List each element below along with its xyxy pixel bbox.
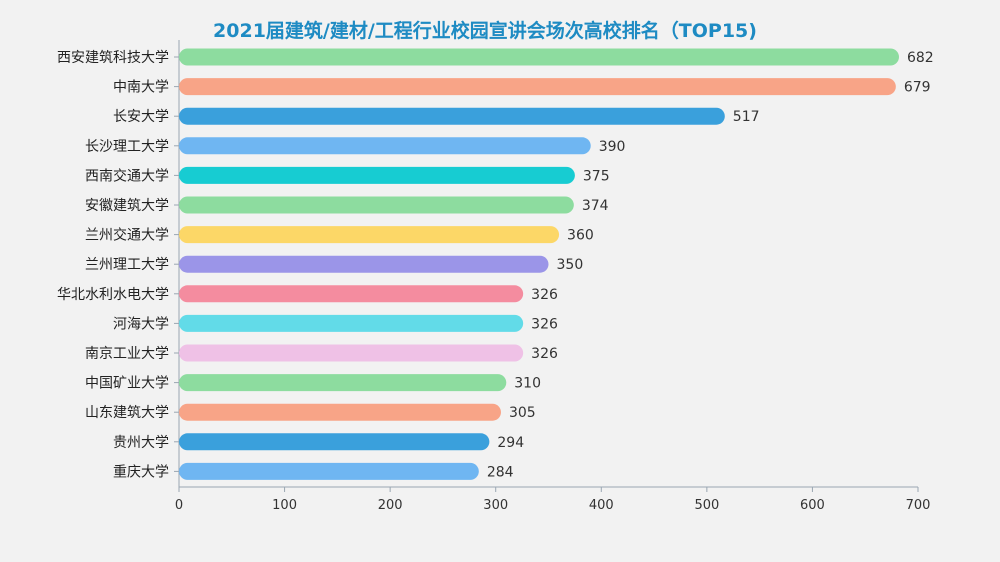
category-label: 重庆大学	[113, 464, 169, 480]
category-label: 山东建筑大学	[85, 405, 169, 421]
value-label: 375	[583, 168, 610, 184]
bar	[179, 374, 507, 392]
value-label: 326	[531, 346, 558, 362]
bar	[179, 433, 490, 451]
bar	[179, 137, 591, 155]
bar	[179, 314, 524, 332]
x-tick-label: 100	[272, 498, 297, 513]
value-label: 517	[733, 109, 760, 125]
category-label: 西南交通大学	[85, 167, 169, 184]
value-label: 326	[531, 316, 558, 332]
category-label: 长安大学	[113, 109, 169, 125]
bar	[179, 403, 501, 421]
bar	[179, 226, 560, 244]
category-label: 中国矿业大学	[85, 376, 169, 392]
bar	[179, 48, 899, 66]
bar	[179, 344, 524, 362]
category-label: 中南大学	[113, 80, 169, 96]
value-label: 305	[509, 405, 536, 421]
value-label: 294	[497, 435, 524, 451]
value-label: 682	[907, 50, 934, 66]
bar	[179, 166, 575, 184]
value-label: 360	[567, 228, 594, 244]
category-label: 河海大学	[113, 316, 169, 332]
chart-title: 2021届建筑/建材/工程行业校园宣讲会场次高校排名（TOP15)	[213, 20, 757, 42]
category-label: 长沙理工大学	[85, 139, 169, 155]
value-label: 390	[599, 139, 626, 155]
value-label: 310	[514, 376, 541, 392]
value-label: 284	[487, 464, 514, 480]
x-tick-label: 500	[694, 498, 719, 513]
x-tick-label: 400	[589, 498, 614, 513]
value-label: 374	[582, 198, 609, 214]
category-label: 兰州理工大学	[85, 257, 169, 273]
x-tick-label: 300	[483, 498, 508, 513]
value-label: 350	[557, 257, 584, 273]
category-label: 兰州交通大学	[85, 227, 169, 244]
category-label: 安徽建筑大学	[85, 198, 169, 214]
category-label: 华北水利水电大学	[57, 287, 169, 303]
x-tick-label: 0	[175, 498, 183, 513]
bar	[179, 255, 549, 273]
x-tick-label: 600	[800, 498, 825, 513]
value-label: 326	[531, 287, 558, 303]
bar	[179, 462, 479, 480]
category-label: 贵州大学	[113, 435, 169, 451]
x-tick-label: 700	[906, 498, 931, 513]
category-label: 西安建筑科技大学	[57, 50, 169, 66]
bar	[179, 196, 574, 214]
x-tick-label: 200	[378, 498, 403, 513]
bar	[179, 107, 725, 125]
value-label: 679	[904, 80, 931, 96]
category-label: 南京工业大学	[85, 346, 169, 362]
bar	[179, 285, 524, 303]
bar	[179, 78, 896, 96]
